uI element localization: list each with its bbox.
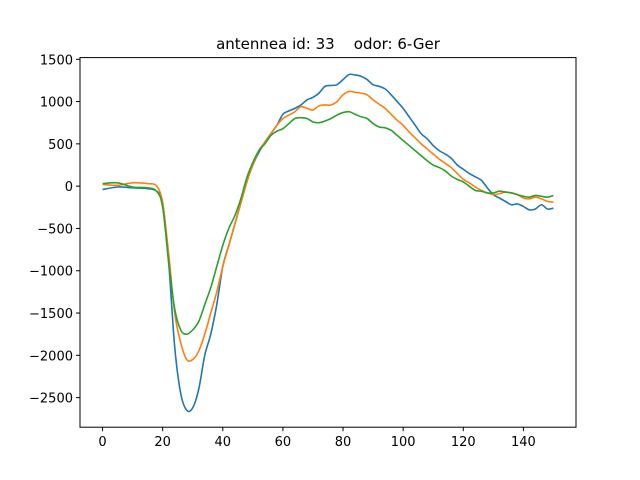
- y-tick-label: 1000: [40, 96, 73, 111]
- series-line-2: [102, 90, 554, 362]
- x-tick-label: 60: [275, 435, 292, 450]
- x-tick-label: 100: [391, 435, 416, 450]
- y-tick-label: −2500: [29, 392, 73, 407]
- x-tick-label: 20: [154, 435, 171, 450]
- series-layer: [102, 73, 554, 413]
- y-tick-label: 500: [48, 138, 73, 153]
- series-line-1: [102, 73, 554, 413]
- axes-layer: 0 20 40 60 80 100 120 140 −2500 −2000 −1500 −1000 −5…: [29, 53, 536, 450]
- y-tick-label: −1000: [29, 265, 73, 280]
- y-tick-label: −2000: [29, 349, 73, 364]
- chart-title: antennea id: 33 odor: 6-Ger: [216, 35, 441, 53]
- x-tick-label: 0: [98, 435, 106, 450]
- plot-frame: [79, 57, 577, 428]
- y-tick-label: −500: [37, 222, 73, 237]
- series-line-3: [102, 110, 554, 335]
- y-tick-label: −1500: [29, 307, 73, 322]
- x-tick-label: 120: [451, 435, 476, 450]
- x-tick-label: 80: [335, 435, 352, 450]
- y-tick-label: 0: [65, 180, 73, 195]
- x-tick-label: 140: [511, 435, 536, 450]
- x-tick-label: 40: [215, 435, 232, 450]
- y-tick-label: 1500: [40, 53, 73, 68]
